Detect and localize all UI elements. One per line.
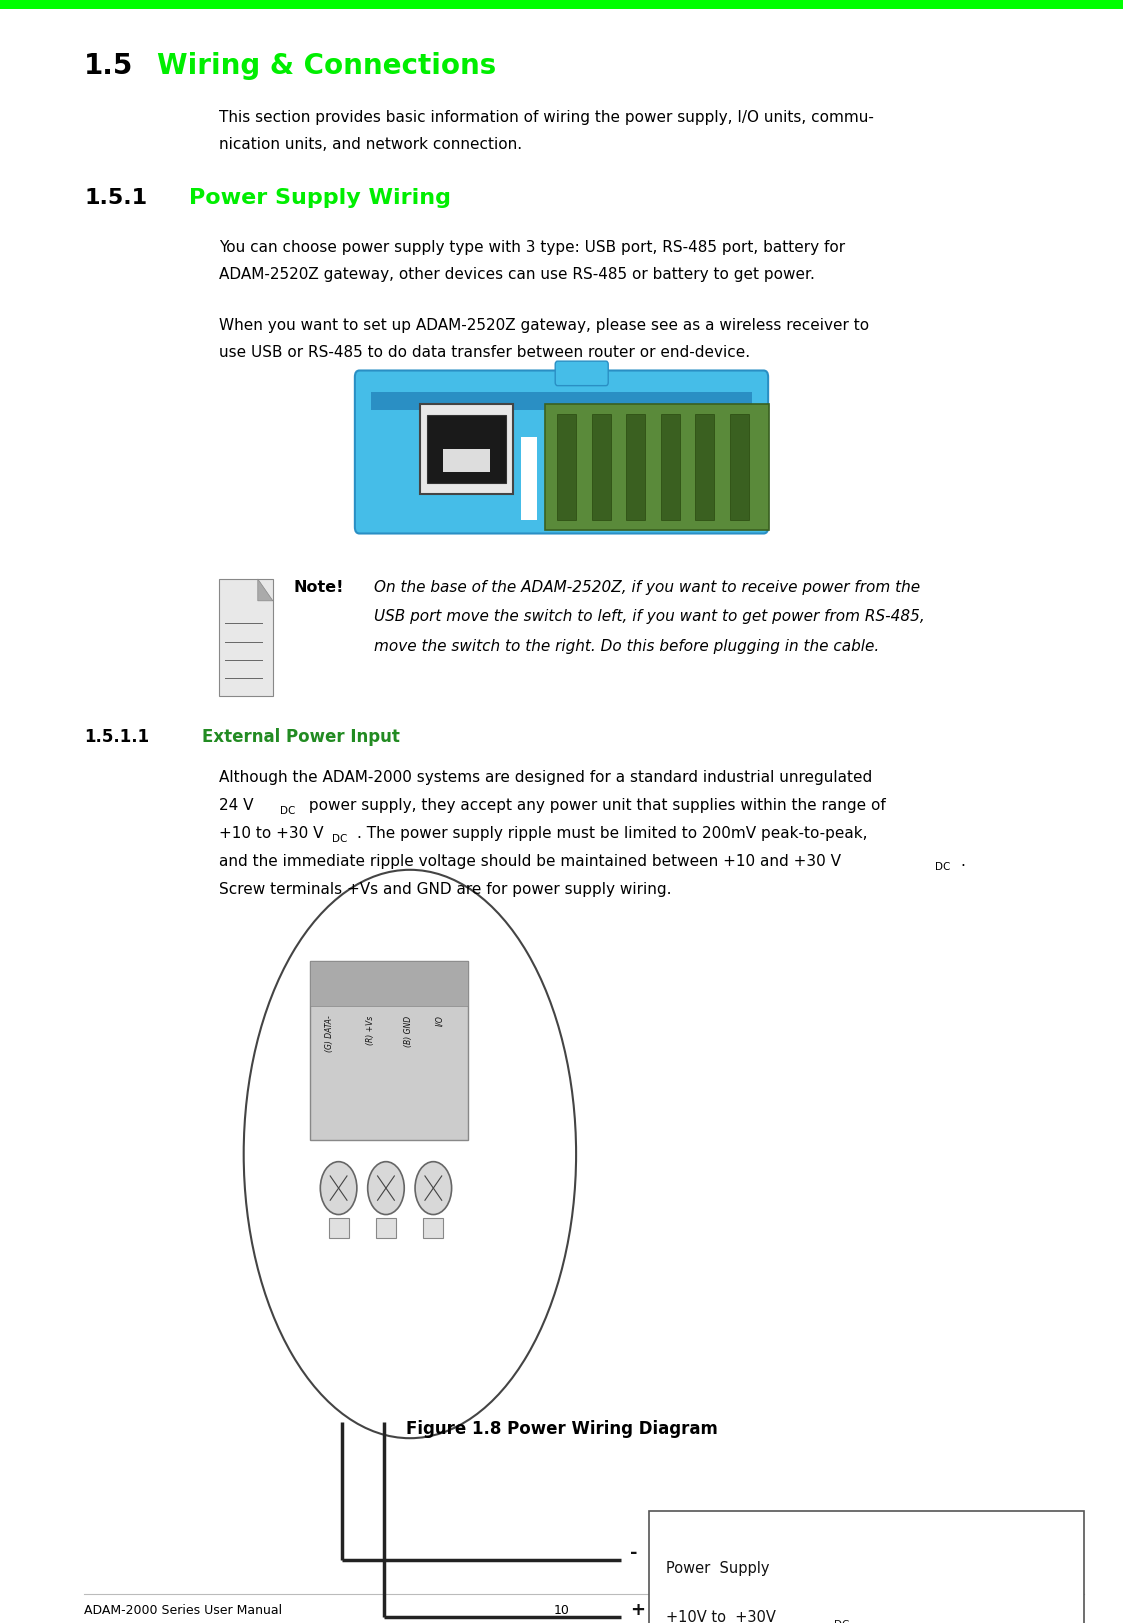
- Text: 24 V: 24 V: [219, 797, 254, 813]
- Text: Power Supply Wiring: Power Supply Wiring: [189, 188, 450, 208]
- Text: .: .: [960, 854, 965, 868]
- FancyBboxPatch shape: [355, 372, 768, 534]
- Text: ADAM-2520Z gateway, other devices can use RS-485 or battery to get power.: ADAM-2520Z gateway, other devices can us…: [219, 266, 815, 282]
- Text: DC: DC: [332, 834, 348, 844]
- Circle shape: [416, 1162, 451, 1214]
- Text: On the base of the ADAM-2520Z, if you want to receive power from the: On the base of the ADAM-2520Z, if you wa…: [374, 579, 920, 594]
- Text: When you want to set up ADAM-2520Z gateway, please see as a wireless receiver to: When you want to set up ADAM-2520Z gatew…: [219, 318, 869, 333]
- Text: +: +: [630, 1600, 645, 1618]
- Bar: [420, 404, 513, 495]
- Text: power supply, they accept any power unit that supplies within the range of: power supply, they accept any power unit…: [304, 797, 886, 813]
- Bar: [423, 1217, 444, 1238]
- Bar: [521, 438, 537, 521]
- Bar: [546, 404, 769, 531]
- Text: USB port move the switch to left, if you want to get power from RS-485,: USB port move the switch to left, if you…: [374, 609, 924, 625]
- Polygon shape: [258, 579, 273, 602]
- Bar: [376, 1217, 396, 1238]
- Text: and the immediate ripple voltage should be maintained between +10 and +30 V: and the immediate ripple voltage should …: [219, 854, 841, 868]
- Bar: [371, 393, 752, 411]
- Bar: [649, 1511, 1084, 1623]
- Text: DC: DC: [834, 1620, 850, 1623]
- Text: Note!: Note!: [293, 579, 344, 594]
- Text: Wiring & Connections: Wiring & Connections: [157, 52, 496, 80]
- Text: use USB or RS-485 to do data transfer between router or end-device.: use USB or RS-485 to do data transfer be…: [219, 344, 750, 360]
- Text: Power  Supply: Power Supply: [666, 1560, 769, 1574]
- Text: -: -: [630, 1543, 638, 1561]
- Text: . The power supply ripple must be limited to 200mV peak-to-peak,: . The power supply ripple must be limite…: [357, 826, 868, 841]
- Text: ADAM-2000 Series User Manual: ADAM-2000 Series User Manual: [84, 1604, 282, 1617]
- Ellipse shape: [244, 870, 576, 1438]
- Bar: [557, 415, 576, 521]
- Text: (R) +Vs: (R) +Vs: [366, 1014, 375, 1044]
- Text: 1.5.1: 1.5.1: [84, 188, 147, 208]
- Text: You can choose power supply type with 3 type: USB port, RS-485 port, battery for: You can choose power supply type with 3 …: [219, 240, 846, 255]
- Text: +10V to  +30V: +10V to +30V: [666, 1608, 776, 1623]
- Bar: [695, 415, 714, 521]
- Bar: [428, 415, 505, 484]
- Bar: [310, 961, 468, 1006]
- Text: Although the ADAM-2000 systems are designed for a standard industrial unregulate: Although the ADAM-2000 systems are desig…: [219, 769, 873, 784]
- Bar: [660, 415, 679, 521]
- Text: 1.5.1.1: 1.5.1.1: [84, 727, 149, 745]
- Text: (B) GND: (B) GND: [403, 1014, 412, 1045]
- Text: Screw terminals +Vs and GND are for power supply wiring.: Screw terminals +Vs and GND are for powe…: [219, 881, 672, 896]
- Bar: [329, 1217, 348, 1238]
- Text: move the switch to the right. Do this before plugging in the cable.: move the switch to the right. Do this be…: [374, 638, 879, 654]
- Bar: [219, 579, 273, 696]
- Text: DC: DC: [280, 805, 295, 815]
- Text: This section provides basic information of wiring the power supply, I/O units, c: This section provides basic information …: [219, 110, 874, 125]
- Text: (G) DATA-: (G) DATA-: [325, 1014, 334, 1052]
- Circle shape: [320, 1162, 357, 1214]
- Text: Figure 1.8 Power Wiring Diagram: Figure 1.8 Power Wiring Diagram: [405, 1419, 718, 1436]
- Text: DC: DC: [935, 862, 951, 872]
- Text: nication units, and network connection.: nication units, and network connection.: [219, 136, 522, 151]
- Text: I/O: I/O: [435, 1014, 444, 1026]
- Bar: [592, 415, 611, 521]
- Bar: [0, 0, 1123, 10]
- Text: +10 to +30 V: +10 to +30 V: [219, 826, 323, 841]
- Bar: [627, 415, 646, 521]
- FancyBboxPatch shape: [555, 362, 609, 386]
- Bar: [444, 450, 490, 472]
- Text: 10: 10: [554, 1604, 569, 1617]
- Bar: [310, 961, 468, 1139]
- Text: 1.5: 1.5: [84, 52, 134, 80]
- Bar: [730, 415, 749, 521]
- Circle shape: [367, 1162, 404, 1214]
- Text: External Power Input: External Power Input: [202, 727, 400, 745]
